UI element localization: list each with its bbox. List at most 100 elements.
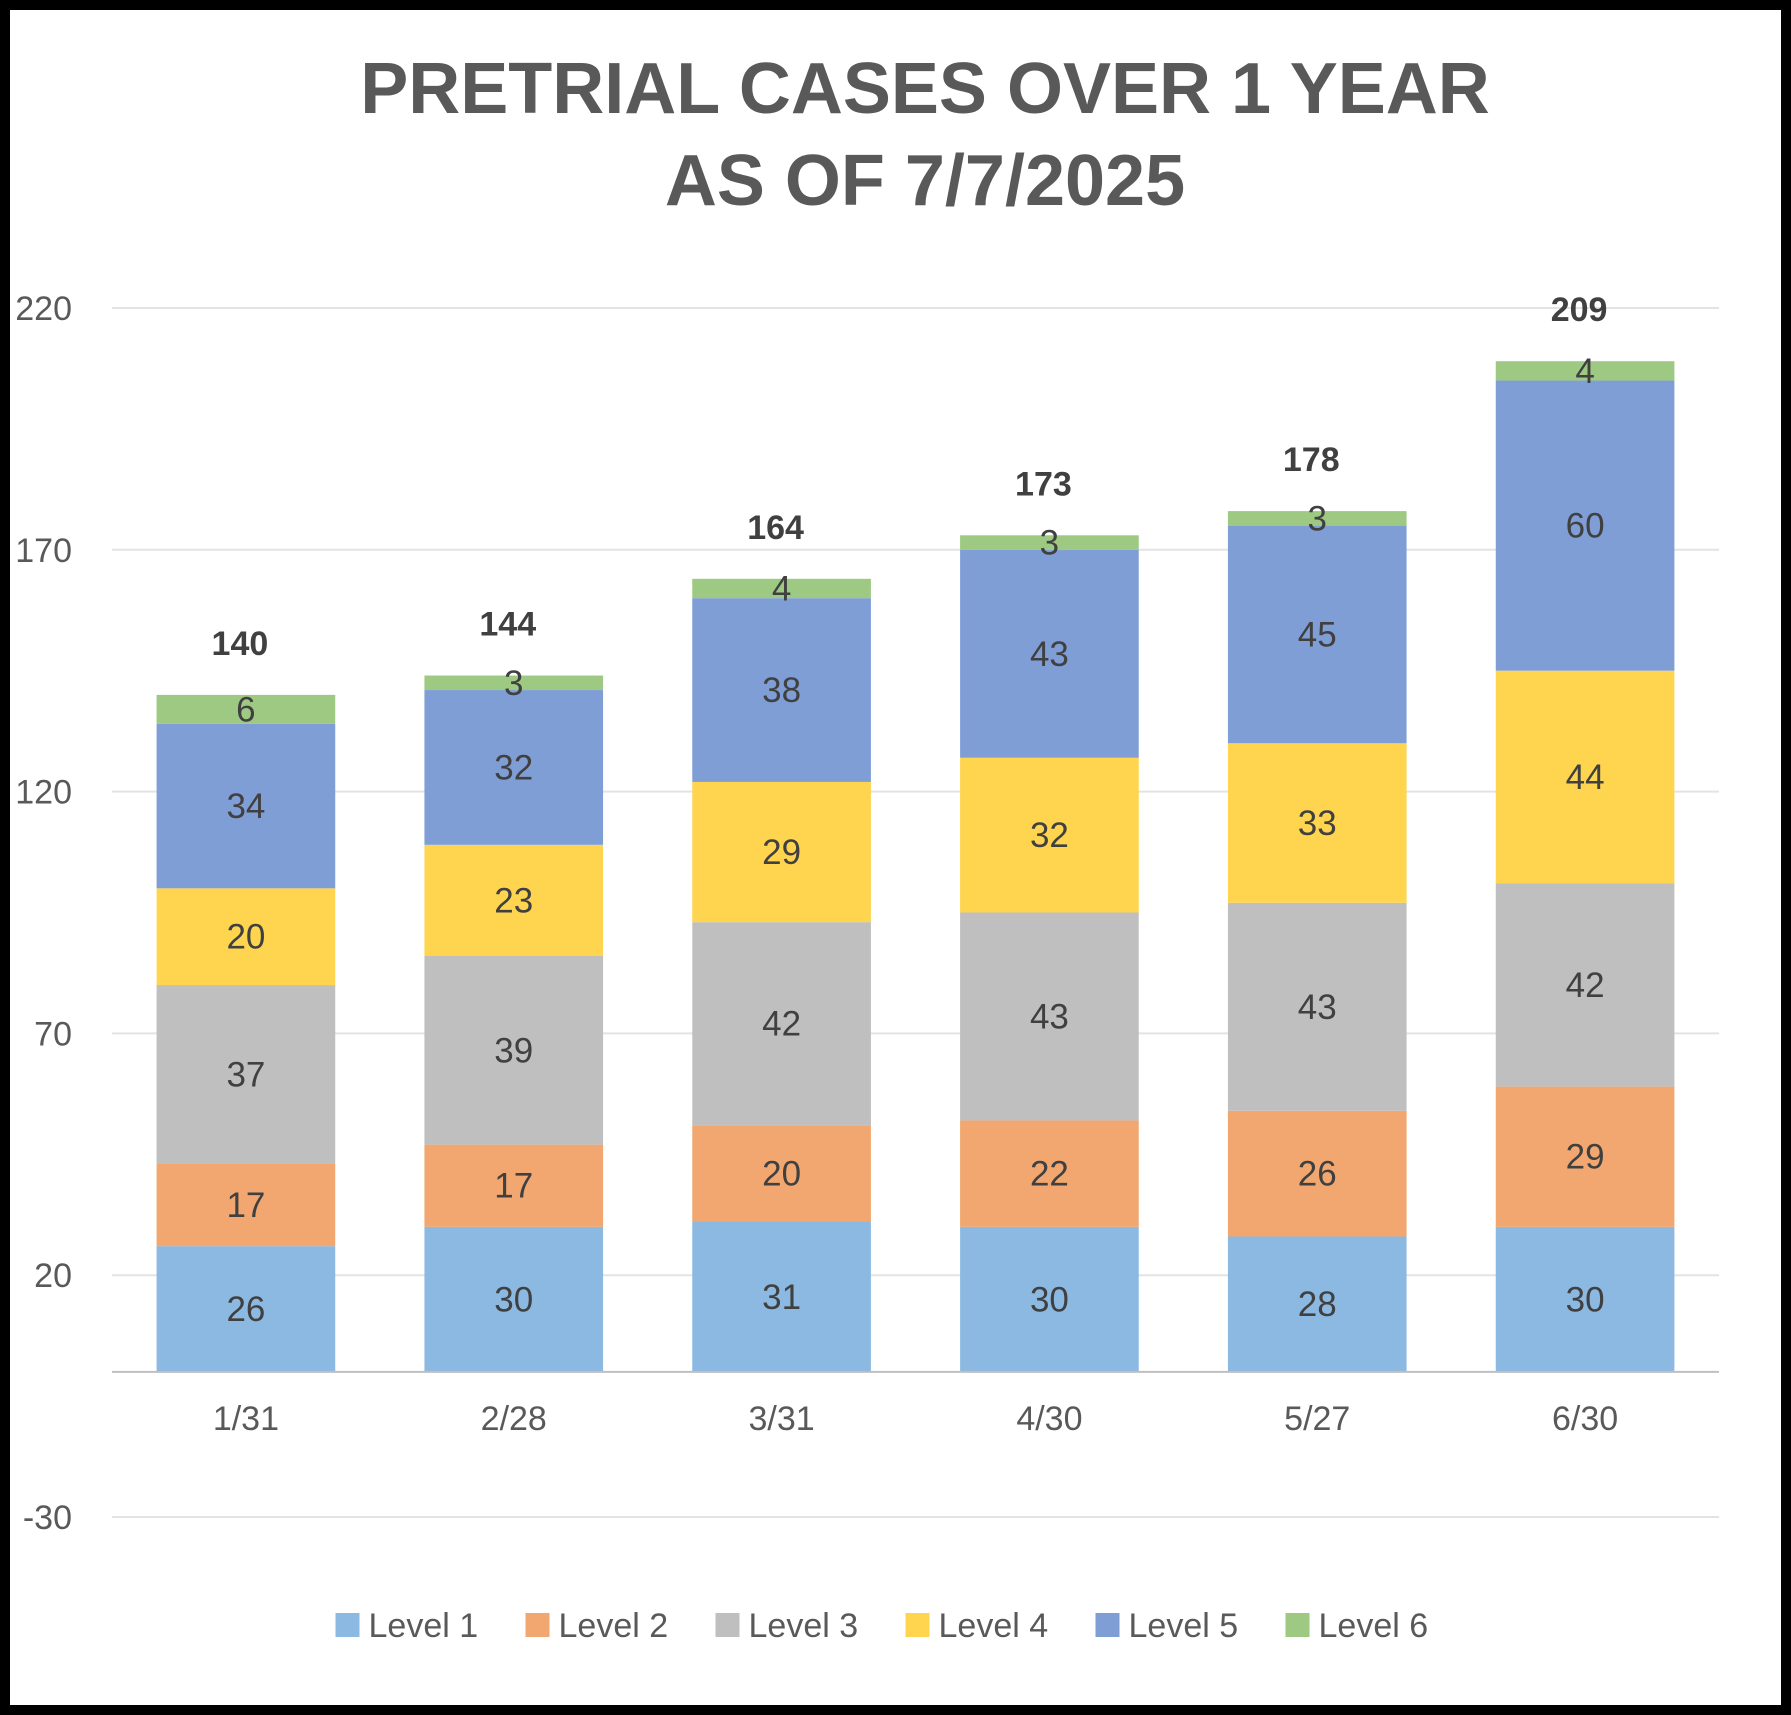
bar-stack-5-27: 28 26 43 33 45 3 178: [1227, 441, 1407, 1372]
y-tick-label: 220: [15, 290, 72, 328]
segment-value-label: 3: [1040, 524, 1059, 563]
legend-swatch: [1285, 1613, 1310, 1637]
bar-segment: [156, 1163, 336, 1247]
legend-swatch: [335, 1613, 360, 1637]
segment-value-label: 26: [226, 1290, 265, 1329]
bar-segment: [156, 1246, 336, 1372]
bar-segment: [960, 535, 1139, 550]
bar-segment: [156, 888, 336, 986]
bar-segment: [1495, 1226, 1675, 1372]
segment-value-label: 23: [494, 881, 533, 920]
segment-value-label: 4: [772, 569, 791, 608]
x-tick-label: 3/31: [748, 1400, 814, 1438]
total-value-label: 140: [212, 625, 269, 663]
segment-value-label: 37: [226, 1056, 265, 1095]
legend-label: Level 6: [1319, 1607, 1429, 1645]
bar-segment: [692, 1222, 871, 1372]
y-axis-tick-labels: -30 20 70 120 170 220: [15, 290, 72, 1537]
legend-item: Level 1: [335, 1607, 479, 1645]
bar-segment: [960, 1226, 1139, 1372]
x-tick-label: 6/30: [1552, 1400, 1618, 1438]
y-tick-label: 120: [15, 774, 72, 812]
bar-segment: [1227, 743, 1407, 903]
segment-value-label: 45: [1298, 615, 1337, 654]
segment-value-label: 29: [762, 833, 801, 872]
legend-label: Level 1: [369, 1607, 479, 1645]
bar-segment: [1227, 902, 1407, 1111]
bar-segment: [692, 922, 871, 1126]
segment-value-label: 30: [494, 1280, 533, 1319]
segment-value-label: 43: [1298, 988, 1337, 1027]
chart-title-line-2: AS OF 7/7/2025: [665, 141, 1185, 221]
segment-value-label: 20: [226, 918, 265, 957]
x-axis: 1/31 2/28 3/31 4/30 5/27 6/30: [112, 1370, 1719, 1438]
segment-value-label: 34: [226, 787, 265, 826]
segment-value-label: 60: [1566, 507, 1605, 546]
segment-value-label: 3: [504, 664, 523, 703]
bar-segment: [1495, 361, 1675, 381]
bar-segment: [960, 912, 1139, 1121]
segment-value-label: 44: [1566, 758, 1605, 797]
legend-label: Level 2: [559, 1607, 669, 1645]
y-tick-label: 70: [34, 1015, 72, 1053]
x-tick-label: 2/28: [481, 1400, 547, 1438]
bar-stack-1-31: 26 17 37 20 34 6 140: [156, 625, 336, 1372]
bar-stack-4-30: 30 22 43 32 43 3 173: [960, 465, 1139, 1372]
segment-value-label: 20: [762, 1155, 801, 1194]
segment-value-label: 32: [1030, 816, 1069, 855]
y-tick-label: 20: [34, 1257, 72, 1295]
segment-value-label: 28: [1298, 1285, 1337, 1324]
total-value-label: 164: [747, 509, 804, 547]
segment-value-label: 32: [494, 748, 533, 787]
bar-segment: [1227, 511, 1407, 526]
bar-segment: [424, 956, 604, 1145]
legend-label: Level 5: [1129, 1607, 1239, 1645]
legend-item: Level 6: [1285, 1607, 1429, 1645]
bar-segment: [692, 1125, 871, 1223]
bar-segment: [692, 598, 871, 782]
bar-segment: [156, 723, 336, 889]
segment-value-label: 29: [1566, 1138, 1605, 1177]
legend-label: Level 4: [939, 1607, 1049, 1645]
bar-stack-3-31: 31 20 42 29 38 4 164: [692, 509, 871, 1372]
legend-item: Level 3: [715, 1607, 859, 1645]
x-tick-label: 4/30: [1016, 1400, 1082, 1438]
bar-segment: [156, 985, 336, 1164]
bar-segment: [1495, 883, 1675, 1087]
chart-frame: PRETRIAL CASES OVER 1 YEAR AS OF 7/7/202…: [10, 10, 1781, 1705]
stacked-bar-chart: PRETRIAL CASES OVER 1 YEAR AS OF 7/7/202…: [15, 49, 1719, 1645]
segment-value-label: 38: [762, 671, 801, 710]
legend-item: Level 5: [1095, 1607, 1239, 1645]
legend-swatch: [525, 1613, 550, 1637]
bar-segment: [424, 1226, 604, 1372]
bar-segment: [960, 757, 1139, 913]
total-value-label: 173: [1015, 465, 1072, 503]
legend-swatch: [715, 1613, 740, 1637]
bar-segment: [424, 675, 604, 691]
bar-segment: [156, 694, 336, 724]
bar-segment: [692, 781, 871, 923]
segment-value-label: 43: [1030, 997, 1069, 1036]
segment-value-label: 30: [1030, 1280, 1069, 1319]
segment-value-label: 22: [1030, 1155, 1069, 1194]
legend-label: Level 3: [749, 1607, 859, 1645]
legend-item: Level 2: [525, 1607, 669, 1645]
legend-swatch: [1095, 1613, 1120, 1637]
bar-segment: [692, 578, 871, 599]
bar-segment: [1227, 525, 1407, 744]
segment-value-label: 42: [762, 1005, 801, 1044]
legend: Level 1 Level 2 Level 3 Level 4 Level 5 Level…: [335, 1607, 1429, 1645]
bar-segment: [1227, 1110, 1407, 1237]
bar-segment: [1495, 380, 1675, 671]
total-value-label: 178: [1283, 441, 1340, 479]
total-value-label: 144: [479, 606, 536, 644]
bar-stacks: 2617372034614030173923323144312042293841…: [156, 291, 1675, 1372]
segment-value-label: 30: [1566, 1280, 1605, 1319]
legend-item: Level 4: [905, 1607, 1049, 1645]
segment-value-label: 17: [226, 1186, 265, 1225]
segment-value-label: 43: [1030, 635, 1069, 674]
bar-segment: [960, 549, 1139, 758]
bar-segment: [424, 844, 604, 957]
chart-title-line-1: PRETRIAL CASES OVER 1 YEAR: [360, 49, 1490, 129]
y-tick-label: 170: [15, 532, 72, 570]
